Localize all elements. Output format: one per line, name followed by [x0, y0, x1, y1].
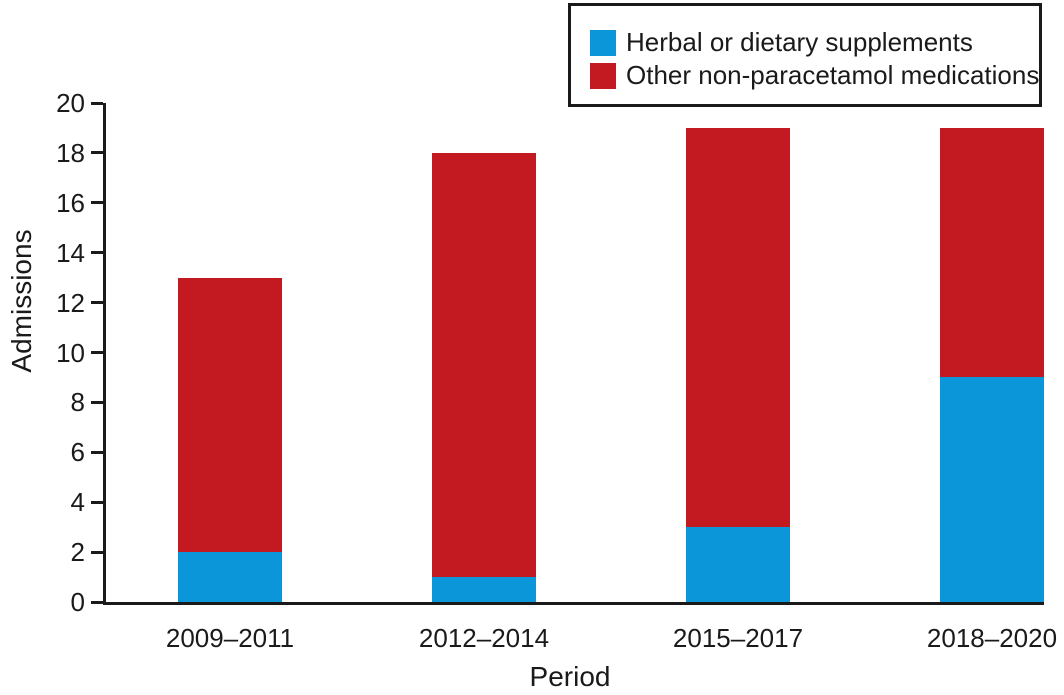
y-axis-tick [91, 201, 103, 205]
y-axis-tick-label: 10 [56, 337, 85, 368]
y-axis-tick [91, 400, 103, 404]
x-axis-title: Period [529, 661, 611, 692]
y-axis-tick-label: 20 [56, 88, 85, 118]
bar-segment-herbal-supplements [940, 377, 1044, 602]
y-axis-tick [91, 600, 103, 604]
y-axis-tick [91, 151, 103, 155]
y-axis-tick [91, 101, 103, 105]
y-axis-tick-label: 2 [70, 537, 85, 568]
bar-segment-herbal-supplements [432, 577, 536, 602]
legend-item-herbal-supplements: Herbal or dietary supplements [590, 26, 1039, 59]
y-axis-tick [91, 351, 103, 354]
bar-segment-other-medications [178, 277, 282, 553]
y-axis-tick-label: 4 [70, 487, 85, 518]
x-axis-tick-label: 2012–2014 [418, 623, 550, 653]
y-axis-tick-label: 16 [56, 187, 85, 218]
y-axis-tick [91, 550, 103, 554]
y-axis-tick [91, 301, 103, 305]
bar-segment-herbal-supplements [686, 527, 790, 602]
x-axis-tick-label: 2009–2011 [165, 623, 295, 653]
herbal-supplements-swatch-icon [590, 29, 616, 56]
bar-segment-other-medications [686, 127, 790, 528]
y-axis-tick-label: 8 [70, 387, 85, 418]
x-axis-tick-label: 2018–2020 [926, 623, 1058, 653]
y-axis-tick-label: 6 [70, 437, 85, 468]
bar-segment-herbal-supplements [178, 552, 282, 602]
x-axis-tick-label: 2015–2017 [672, 623, 804, 653]
bar-segment-other-medications [940, 127, 1044, 378]
y-axis-tick-label: 12 [56, 287, 85, 318]
other-medications-swatch-icon [590, 62, 616, 89]
y-axis-tick [91, 450, 103, 454]
legend-item-other-medications: Other non-paracetamol medications [590, 59, 1039, 92]
y-axis-tick-label: 18 [56, 137, 85, 168]
y-axis-tick [91, 500, 103, 504]
legend-label-herbal-supplements: Herbal or dietary supplements [626, 27, 973, 57]
legend: Herbal or dietary supplements Other non-… [568, 3, 1042, 107]
y-axis-tick-label: 14 [56, 237, 85, 268]
plot-area: 0 2 4 6 8 10 12 14 16 18 20 2009–2011 2012–2014 2015–… [56, 89, 1057, 653]
y-axis-tick [91, 251, 103, 255]
legend-label-other-medications: Other non-paracetamol medications [626, 60, 1040, 90]
bar-segment-other-medications [432, 152, 536, 578]
y-axis-tick-label: 0 [70, 587, 85, 617]
